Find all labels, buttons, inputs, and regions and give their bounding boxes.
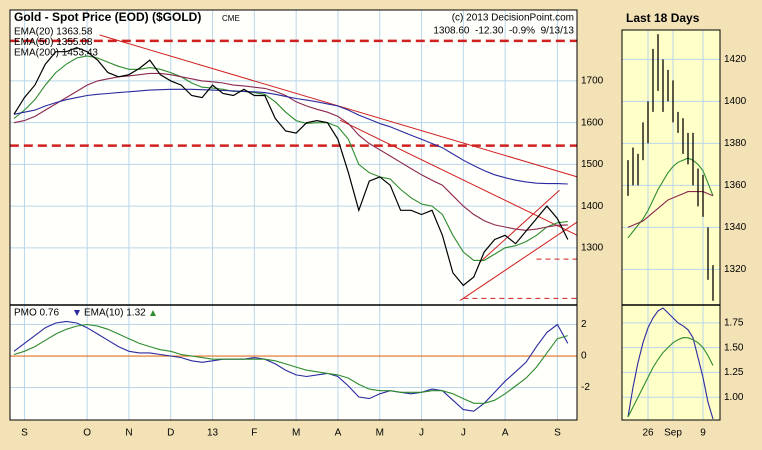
y-tick-label: 1600	[581, 117, 604, 128]
indicator-line	[13, 320, 569, 412]
pmo-panel	[10, 305, 577, 420]
recent-title: Last 18 Days	[626, 11, 700, 25]
indicator-line	[13, 55, 568, 261]
x-tick-label: 9	[700, 428, 706, 439]
legend-entry: EMA(200) 1453.43	[14, 48, 98, 59]
pmo-down-arrow	[74, 310, 80, 316]
indicator-line	[627, 157, 714, 239]
chart-title: Gold - Spot Price (EOD) ($GOLD)	[14, 10, 201, 24]
indicator-line	[13, 323, 568, 404]
trend-line	[479, 189, 560, 263]
x-tick-label: N	[125, 428, 132, 439]
y-tick-label: 1.00	[724, 392, 744, 403]
y-tick-label: -2	[581, 382, 590, 393]
ema-up-arrow	[150, 310, 156, 316]
indicator-line	[13, 72, 568, 231]
trend-line	[339, 119, 578, 236]
recent-pmo-panel	[622, 305, 720, 420]
indicator-line	[13, 88, 568, 185]
x-tick-label: S	[554, 428, 561, 439]
x-tick-label: A	[335, 428, 342, 439]
legend-entry: PMO 0.76	[14, 308, 59, 319]
legend-entry: EMA(20) 1363.58	[14, 27, 93, 38]
x-tick-label: O	[83, 428, 91, 439]
indicator-line	[627, 191, 714, 228]
y-tick-label: 1400	[724, 96, 747, 107]
x-tick-label: Sep	[664, 428, 682, 439]
x-tick-label: D	[167, 428, 174, 439]
x-tick-label: J	[461, 428, 466, 439]
y-tick-label: 0	[581, 351, 587, 362]
price-line	[13, 46, 569, 287]
y-tick-label: 1360	[724, 180, 747, 191]
x-tick-label: 26	[642, 428, 654, 439]
x-tick-label: A	[502, 428, 509, 439]
indicator-line	[627, 307, 714, 420]
legend-entry: EMA(50) 1355.08	[14, 37, 93, 48]
y-tick-label: 1320	[724, 264, 747, 275]
y-tick-label: 1420	[724, 54, 747, 65]
indicator-line	[627, 337, 714, 418]
exchange-label: CME	[222, 14, 240, 23]
recent-frame	[621, 29, 721, 421]
y-tick-label: 1400	[581, 201, 604, 212]
trend-line	[459, 221, 578, 301]
source-label: (c) 2013 DecisionPoint.com	[452, 13, 574, 24]
y-tick-label: 1.50	[724, 342, 744, 353]
y-tick-label: 1.75	[724, 317, 744, 328]
x-tick-label: S	[21, 428, 28, 439]
x-tick-label: F	[251, 428, 257, 439]
y-tick-label: 1380	[724, 138, 747, 149]
legend-entry: EMA(10) 1.32	[84, 308, 146, 319]
x-tick-label: M	[292, 428, 300, 439]
y-tick-label: 1.25	[724, 367, 744, 378]
main-frame	[9, 9, 578, 421]
x-tick-label: 13	[207, 428, 219, 439]
y-tick-label: 1340	[724, 222, 747, 233]
x-tick-label: M	[376, 428, 384, 439]
y-tick-label: 1300	[581, 242, 604, 253]
y-tick-label: 2	[581, 319, 587, 330]
y-tick-label: 1500	[581, 159, 604, 170]
x-tick-label: J	[419, 428, 424, 439]
y-tick-label: 1700	[581, 76, 604, 87]
recent-panel	[622, 30, 720, 305]
quote-label: 1308.60 -12.30 -0.9% 9/13/13	[433, 26, 574, 37]
